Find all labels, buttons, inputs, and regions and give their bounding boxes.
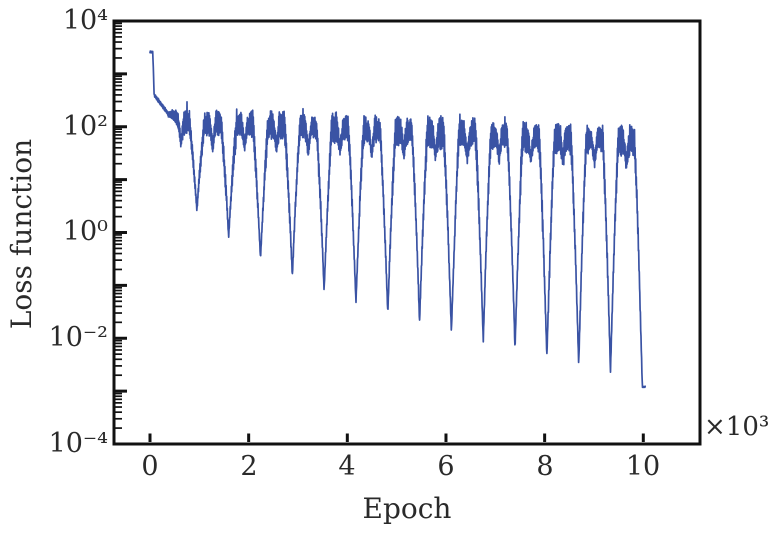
plot-frame [112, 19, 702, 446]
y-tick-label-1e-4: 10⁻⁴ [48, 428, 108, 459]
x-tick-label-8: 8 [536, 451, 554, 482]
y-tick-label-1e2: 10² [62, 111, 108, 142]
x-tick-label-6: 6 [437, 451, 455, 482]
x-tick-label-10: 10 [625, 451, 661, 482]
x-tick-label-4: 4 [338, 451, 356, 482]
x-axis-offset-label: ×10³ [704, 412, 770, 442]
y-axis-title: Loss function [5, 138, 38, 330]
y-tick-label-1e-2: 10⁻² [48, 322, 108, 353]
y-tick-label-1e4: 10⁴ [62, 5, 108, 36]
x-axis-title: Epoch [362, 492, 452, 525]
y-tick-label-1e0: 10⁰ [62, 216, 108, 247]
loss-curve [149, 50, 647, 389]
x-tick-label-2: 2 [240, 451, 258, 482]
x-tick-label-0: 0 [141, 451, 159, 482]
